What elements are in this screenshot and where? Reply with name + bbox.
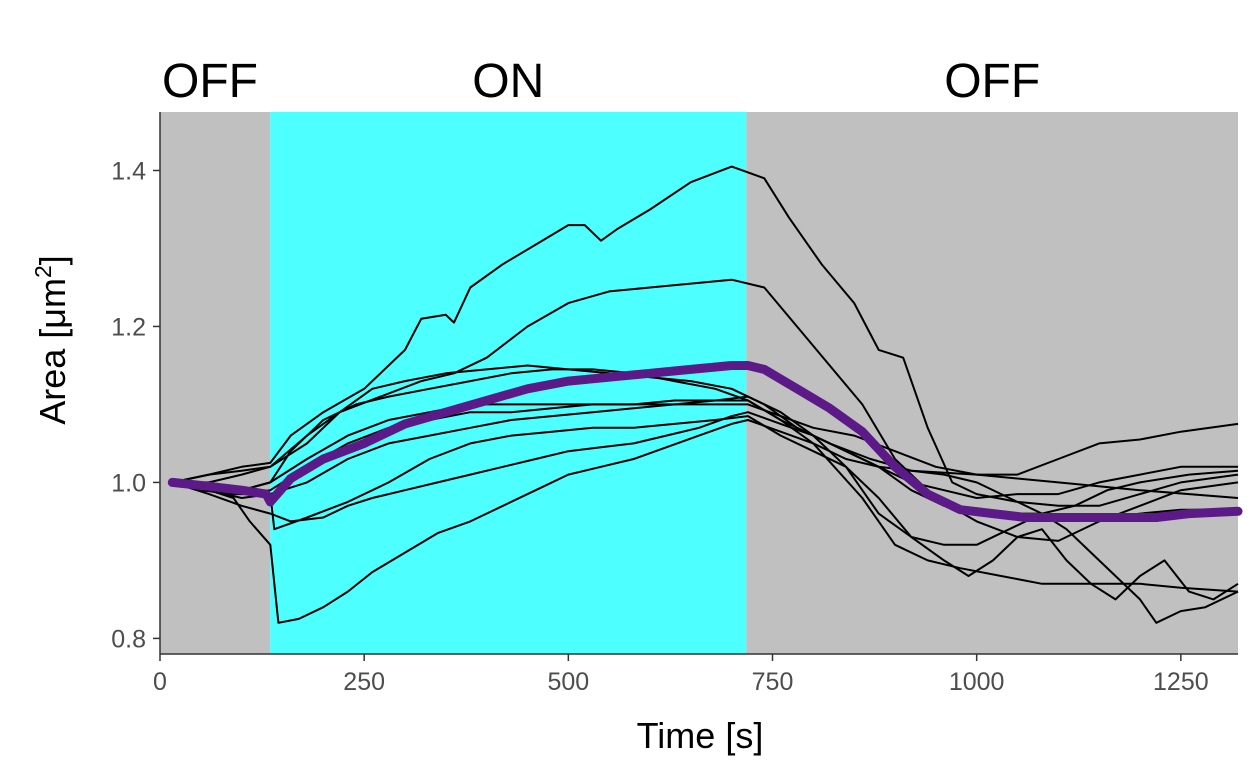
mean-trace: [167, 361, 1243, 522]
x-tick-label: 1250: [1153, 668, 1209, 696]
cell-trace-4: [172, 368, 1239, 593]
cell-trace-9: [172, 419, 1239, 624]
y-axis-title-main: Area [μm: [32, 278, 73, 425]
x-tick-label: 0: [153, 668, 167, 696]
y-axis-title-superscript: 2: [30, 265, 56, 278]
x-tick-label: 750: [752, 668, 794, 696]
y-tick-label: 1.0: [111, 469, 146, 497]
y-axis-title-end: ]: [32, 255, 73, 265]
y-tick-label: 0.8: [111, 625, 146, 653]
y-axis-ticks: 0.8 1.0 1.2 1.4: [111, 157, 160, 653]
y-axis-title: Area [μm2]: [30, 255, 73, 425]
cell-trace-2: [172, 278, 1239, 542]
cell-trace-7: [172, 395, 1239, 546]
mean-trace-layer: [167, 361, 1243, 522]
cell-traces: [171, 165, 1239, 624]
phase-band-off-0: [160, 112, 271, 654]
phase-label-off-2: OFF: [944, 55, 1040, 108]
x-tick-label: 1000: [949, 668, 1005, 696]
cell-trace-1: [172, 165, 1239, 507]
axes: [159, 112, 1238, 655]
x-tick-label: 500: [547, 668, 589, 696]
phase-band-on-1: [270, 112, 747, 654]
x-axis-title: Time [s]: [637, 715, 764, 756]
x-tick-label: 250: [343, 668, 385, 696]
phase-bands: [160, 112, 1238, 654]
cell-trace-5: [172, 403, 1239, 492]
phase-band-off-2: [746, 112, 1238, 654]
phase-label-off-0: OFF: [162, 55, 258, 108]
x-axis-ticks: 0 250 500 750 1000 1250: [153, 654, 1209, 696]
y-tick-label: 1.4: [111, 157, 146, 185]
phase-label-on-1: ON: [472, 55, 544, 108]
cell-trace-8: [172, 415, 1239, 601]
y-tick-label: 1.2: [111, 313, 146, 341]
phase-labels: OFF ON OFF: [162, 55, 1040, 108]
